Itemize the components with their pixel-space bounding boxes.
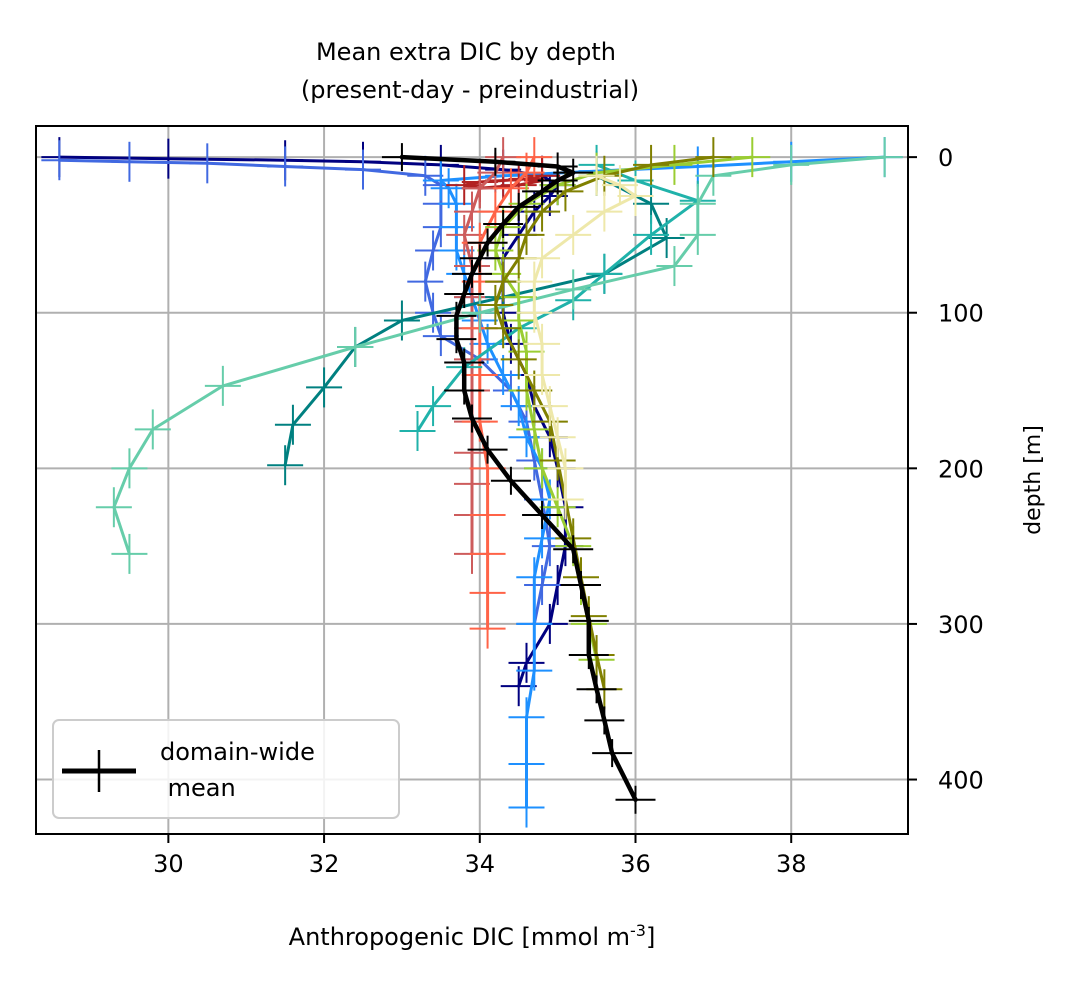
x-tick-label: 34: [465, 850, 496, 878]
x-tick-label: 36: [620, 850, 651, 878]
y-tick-label: 300: [938, 611, 984, 639]
legend-label-line2: mean: [160, 774, 236, 802]
series-layer: [41, 137, 903, 828]
series-line: [439, 155, 887, 809]
plot-frame: [35, 125, 909, 835]
legend-label-line1: domain-wide: [160, 738, 315, 766]
y-tick-label: 400: [938, 767, 984, 795]
y-tick-label: 0: [938, 144, 953, 172]
legend-box: [52, 719, 400, 819]
series-line: [462, 155, 505, 556]
series-11: [516, 155, 654, 520]
series-5: [461, 137, 553, 649]
x-axis-label: Anthropogenic DIC [mmol m-3]: [289, 921, 656, 952]
y-axis-label: depth [m]: [1021, 425, 1046, 535]
chart-title-line2: (present-day - preindustrial): [301, 76, 639, 104]
series-8: [95, 137, 903, 574]
x-tick-label: 30: [153, 850, 184, 878]
series-domain-wide-mean: [381, 143, 656, 814]
y-tick-label: 100: [938, 300, 984, 328]
series-line: [283, 174, 669, 467]
x-tick-label: 38: [776, 850, 807, 878]
series-line: [112, 155, 887, 556]
y-tick-label: 200: [938, 455, 984, 483]
x-axis: 30 32 34 36 38: [153, 834, 806, 878]
x-tick-label: 32: [309, 850, 340, 878]
legend: domain-wide mean: [52, 719, 400, 819]
series-line: [399, 154, 638, 803]
y-axis: 0 100 200 300 400: [908, 144, 984, 795]
chart-title-line1: Mean extra DIC by depth: [316, 38, 616, 66]
